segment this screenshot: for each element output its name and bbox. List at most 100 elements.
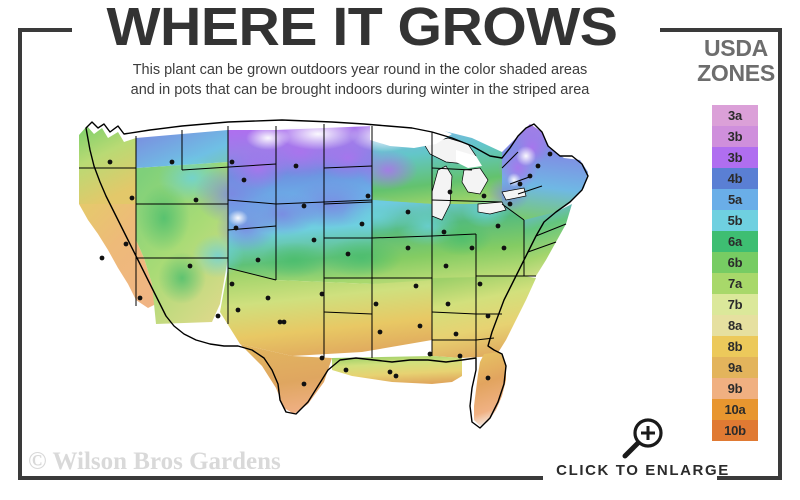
unshaded-northern-wisconsin bbox=[456, 150, 482, 168]
city-marker bbox=[469, 245, 475, 251]
city-marker bbox=[453, 331, 459, 337]
city-marker bbox=[169, 159, 175, 165]
legend-swatch-zone-3b-1: 3b bbox=[712, 126, 758, 147]
city-marker bbox=[495, 223, 501, 229]
city-marker bbox=[485, 375, 491, 381]
city-marker bbox=[477, 281, 483, 287]
city-marker bbox=[281, 319, 287, 325]
city-marker bbox=[255, 257, 261, 263]
legend-swatch-zone-5b-5: 5b bbox=[712, 210, 758, 231]
lake-ontario bbox=[501, 187, 527, 201]
subtitle-line-2: and in pots that can be brought indoors … bbox=[130, 82, 590, 98]
city-marker bbox=[501, 245, 507, 251]
zone-region-mid-atlantic bbox=[524, 204, 572, 276]
city-marker bbox=[405, 209, 411, 215]
legend-swatch-zone-3a-0: 3a bbox=[712, 105, 758, 126]
city-marker bbox=[229, 159, 235, 165]
map-zone-shading bbox=[79, 120, 588, 426]
map-svg bbox=[32, 108, 682, 458]
city-marker bbox=[387, 369, 393, 375]
city-marker bbox=[445, 301, 451, 307]
city-marker bbox=[405, 245, 411, 251]
city-marker bbox=[413, 283, 419, 289]
city-marker bbox=[233, 225, 239, 231]
city-marker bbox=[345, 251, 351, 257]
watermark: © Wilson Bros Gardens bbox=[28, 448, 281, 475]
legend-title: USDA ZONES bbox=[676, 36, 796, 86]
city-marker bbox=[485, 313, 491, 319]
city-marker bbox=[547, 151, 553, 157]
city-marker bbox=[427, 351, 433, 357]
city-markers bbox=[99, 151, 553, 387]
city-marker bbox=[241, 177, 247, 183]
legend-title-line-2: ZONES bbox=[697, 60, 775, 86]
city-marker bbox=[365, 193, 371, 199]
city-marker bbox=[441, 229, 447, 235]
city-marker bbox=[229, 281, 235, 287]
city-marker bbox=[277, 319, 283, 325]
legend-swatch-zone-7b-9: 7b bbox=[712, 294, 758, 315]
city-marker bbox=[187, 263, 193, 269]
city-marker bbox=[129, 195, 135, 201]
frame-left-edge bbox=[18, 28, 22, 480]
legend-title-line-1: USDA bbox=[704, 35, 768, 61]
zone-region-pacific-northwest bbox=[79, 126, 136, 204]
city-marker bbox=[393, 373, 399, 379]
legend-swatch-zone-7a-8: 7a bbox=[712, 273, 758, 294]
city-marker bbox=[373, 301, 379, 307]
frame-top-left-segment bbox=[18, 28, 72, 32]
legend-swatch-zone-4b-3: 4b bbox=[712, 168, 758, 189]
city-marker bbox=[457, 353, 463, 359]
city-marker bbox=[319, 291, 325, 297]
state-borders bbox=[79, 119, 589, 429]
city-marker bbox=[123, 241, 129, 247]
click-to-enlarge-label[interactable]: CLICK TO ENLARGE bbox=[556, 462, 730, 479]
city-marker bbox=[447, 189, 453, 195]
legend-swatch-zone-9b-13: 9b bbox=[712, 378, 758, 399]
zone-region-gulf-coast bbox=[332, 356, 462, 384]
legend-swatch-zone-10b-15: 10b bbox=[712, 420, 758, 441]
city-marker bbox=[535, 163, 541, 169]
legend-swatch-zone-3b-2: 3b bbox=[712, 147, 758, 168]
legend-swatch-zone-8b-11: 8b bbox=[712, 336, 758, 357]
page-title: WHERE IT GROWS bbox=[106, 0, 618, 57]
hardiness-zone-map[interactable] bbox=[32, 108, 682, 458]
city-marker bbox=[507, 201, 513, 207]
city-marker bbox=[319, 355, 325, 361]
city-marker bbox=[265, 295, 271, 301]
city-marker bbox=[517, 181, 523, 187]
magnifier-plus-icon[interactable] bbox=[618, 414, 668, 464]
city-marker bbox=[235, 307, 241, 313]
usda-zone-legend: 3a 3b 3b 4b 5a 5b 6a 6b 7a 7b 8a 8b 9a 9b 10a 10b bbox=[712, 105, 758, 441]
city-marker bbox=[301, 203, 307, 209]
city-marker bbox=[359, 221, 365, 227]
city-marker bbox=[443, 263, 449, 269]
legend-swatch-zone-5a-4: 5a bbox=[712, 189, 758, 210]
legend-swatch-zone-10a-14: 10a bbox=[712, 399, 758, 420]
city-marker bbox=[343, 367, 349, 373]
national-outline bbox=[85, 119, 589, 429]
city-marker bbox=[377, 329, 383, 335]
frame-top-right-segment bbox=[660, 28, 782, 32]
zone-region-south-texas bbox=[240, 344, 332, 414]
city-marker bbox=[193, 197, 199, 203]
city-marker bbox=[311, 237, 317, 243]
subtitle: This plant can be grown outdoors year ro… bbox=[40, 60, 680, 100]
frame-bottom-right-segment bbox=[717, 476, 782, 480]
legend-swatch-zone-6b-7: 6b bbox=[712, 252, 758, 273]
zone-region-florida bbox=[474, 352, 506, 426]
city-marker bbox=[301, 381, 307, 387]
city-marker bbox=[99, 255, 105, 261]
frame-right-edge bbox=[778, 28, 782, 480]
legend-swatch-zone-8a-10: 8a bbox=[712, 315, 758, 336]
city-marker bbox=[215, 313, 221, 319]
frame-bottom-left-segment bbox=[18, 476, 543, 480]
city-marker bbox=[527, 173, 533, 179]
lake-huron bbox=[461, 167, 489, 195]
subtitle-line-1: This plant can be grown outdoors year ro… bbox=[132, 62, 588, 78]
city-marker bbox=[293, 163, 299, 169]
legend-swatch-zone-9a-12: 9a bbox=[712, 357, 758, 378]
zone-region-southeast bbox=[432, 276, 536, 358]
city-marker bbox=[417, 323, 423, 329]
